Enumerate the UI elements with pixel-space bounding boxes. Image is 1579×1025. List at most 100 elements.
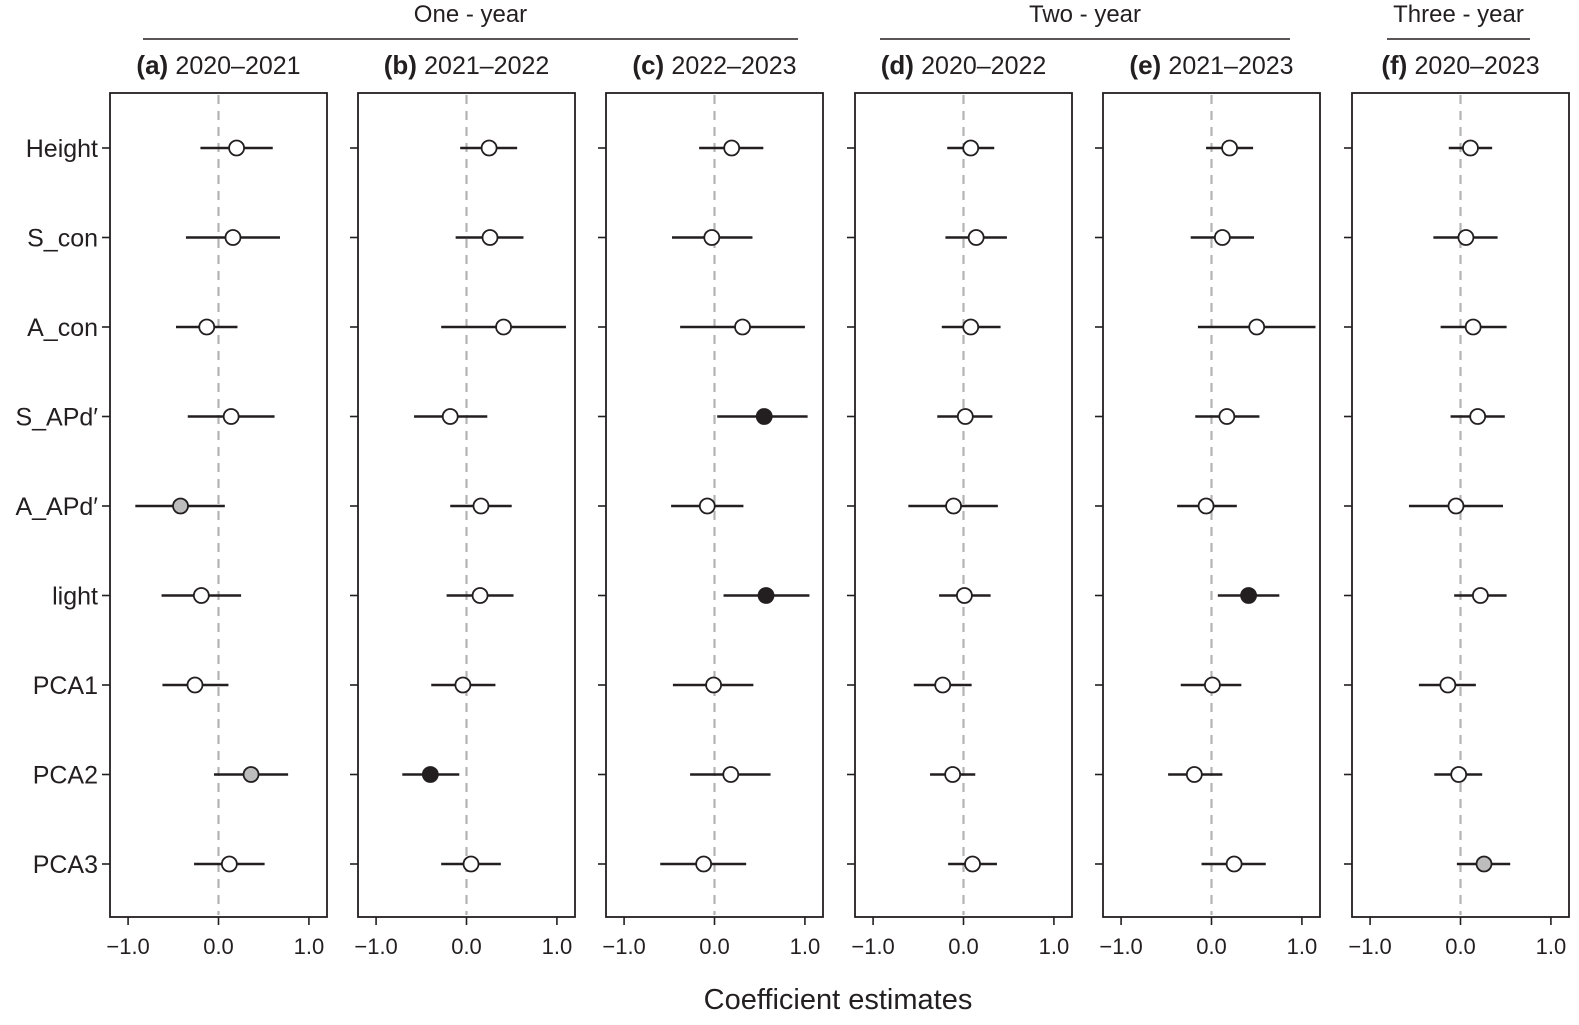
panel: (b) 2021–2022 −1.0 0.0 1.0: [350, 50, 576, 959]
panel-title: (e) 2021–2023: [1129, 50, 1293, 80]
x-tick-label: 0.0: [1445, 934, 1476, 959]
panel-letter: (c): [632, 50, 671, 80]
row-labels: Height S_con A_con S_APd′ A_APd′light PCA1 PCA…: [15, 135, 98, 879]
x-tick-label: 0.0: [203, 934, 234, 959]
x-tick-label: 1.0: [294, 934, 325, 959]
estimate-point: [198, 318, 216, 336]
estimate-point: [734, 318, 751, 336]
panel: (c) 2022–2023 −1.0 0.0 1.0: [598, 50, 824, 959]
estimate-point: [1471, 587, 1489, 604]
row-label: Height: [26, 135, 98, 163]
panel-title: (a) 2020–2021: [136, 50, 300, 80]
estimate-point: [481, 229, 499, 246]
panel-title: (b) 2021–2022: [384, 50, 550, 80]
panel-period: 2021–2023: [1168, 52, 1293, 80]
x-tick-label: 0.0: [451, 934, 482, 959]
x-tick-label: 1.0: [790, 934, 821, 959]
estimate-point: [1221, 139, 1238, 157]
x-tick-label: 0.0: [1196, 934, 1227, 959]
estimate-point: [242, 766, 260, 783]
row-label: A_APd′: [15, 493, 98, 521]
row-label: A_con: [27, 314, 98, 342]
panel-letter: (d): [881, 50, 921, 80]
estimate-point: [722, 766, 740, 783]
x-tick-label: 0.0: [948, 934, 979, 959]
estimate-point: [757, 587, 775, 604]
estimate-point: [441, 408, 459, 425]
estimate-point: [1464, 318, 1482, 336]
estimate-point: [1218, 408, 1236, 425]
estimate-point: [1225, 855, 1243, 873]
estimate-point: [1447, 497, 1465, 515]
row-label: light: [52, 583, 98, 611]
estimate-point: [454, 676, 472, 694]
estimate-point: [962, 318, 980, 336]
panel-period: 2020–2021: [175, 52, 300, 80]
estimate-point: [1475, 855, 1493, 873]
estimate-point: [1185, 766, 1203, 783]
estimate-point: [695, 855, 713, 873]
estimate-point: [224, 229, 242, 246]
x-tick-label: −1.0: [1099, 934, 1142, 959]
estimate-point: [1213, 229, 1231, 246]
estimate-point: [934, 676, 952, 694]
estimate-point: [1439, 676, 1457, 694]
x-tick-label: −1.0: [106, 934, 149, 959]
estimate-point: [1204, 676, 1221, 694]
estimate-point: [1240, 587, 1257, 604]
panel: (d) 2020–2022 −1.0 0.0 1.0: [847, 50, 1073, 959]
x-axis-title: Coefficient estimates: [704, 984, 973, 1016]
estimate-point: [962, 139, 980, 157]
estimate-point: [495, 318, 512, 336]
estimate-point: [480, 139, 498, 157]
group-label: Three - year: [1393, 1, 1524, 28]
estimate-point: [698, 497, 716, 515]
estimate-point: [1248, 318, 1266, 336]
estimate-point: [1450, 766, 1468, 783]
estimate-point: [172, 497, 189, 515]
panel-title: (d) 2020–2022: [881, 50, 1047, 80]
panel-letter: (e): [1129, 50, 1168, 80]
estimate-point: [944, 766, 962, 783]
estimate-point: [1462, 139, 1479, 157]
panel-title: (f) 2020–2023: [1381, 50, 1539, 80]
estimate-point: [220, 855, 238, 873]
row-label: PCA1: [33, 672, 98, 700]
x-tick-label: −1.0: [1348, 934, 1391, 959]
x-tick-label: 0.0: [699, 934, 730, 959]
panel-period: 2022–2023: [671, 52, 796, 80]
estimate-point: [1457, 229, 1475, 246]
panel-letter: (f): [1381, 50, 1414, 80]
estimate-point: [462, 855, 480, 873]
panel: (e) 2021–2023 −1.0 0.0 1.0: [1095, 50, 1321, 959]
estimate-point: [967, 229, 985, 246]
estimate-point: [192, 587, 210, 604]
estimate-point: [703, 229, 721, 246]
estimate-point: [228, 139, 245, 157]
estimate-point: [1197, 497, 1215, 515]
row-label: S_con: [27, 225, 98, 253]
panel-period: 2020–2022: [921, 52, 1046, 80]
row-label: S_APd′: [15, 404, 98, 432]
group-label: One - year: [414, 1, 527, 28]
estimate-point: [186, 676, 204, 694]
panels: (a) 2020–2021 −1.0 0.0 1.0 (b) 2021–2022 −1.0…: [102, 50, 1570, 959]
estimate-point: [964, 855, 981, 873]
x-tick-label: 1.0: [1039, 934, 1070, 959]
panel: (a) 2020–2021 −1.0 0.0 1.0: [102, 50, 328, 959]
estimate-point: [222, 408, 240, 425]
estimate-point: [723, 139, 741, 157]
panel: (f) 2020–2023 −1.0 0.0 1.0: [1344, 50, 1570, 959]
panel-title: (c) 2022–2023: [632, 50, 796, 80]
estimate-point: [755, 408, 773, 425]
x-tick-label: −1.0: [354, 934, 397, 959]
estimate-point: [956, 587, 973, 604]
panel-period: 2020–2023: [1415, 52, 1540, 80]
estimate-point: [945, 497, 962, 515]
panel-period: 2021–2022: [424, 52, 549, 80]
panel-letter: (b): [384, 50, 424, 80]
x-tick-label: 1.0: [1287, 934, 1318, 959]
x-tick-label: −1.0: [602, 934, 645, 959]
group-label: Two - year: [1029, 1, 1141, 28]
